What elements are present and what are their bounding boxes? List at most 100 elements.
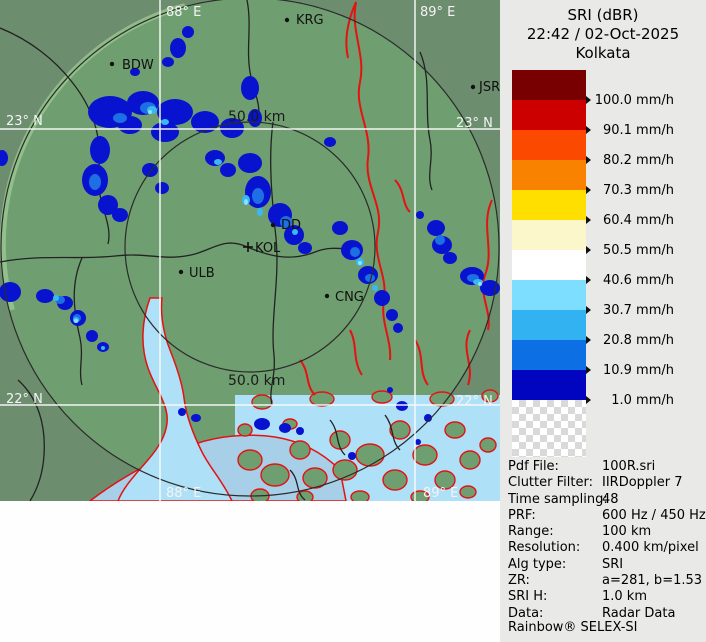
info-row: Alg type: SRI xyxy=(508,557,700,573)
legend-value: 80.2 mm/h xyxy=(602,152,674,168)
city-dot-ulb xyxy=(178,269,184,275)
ring-labels: 50.0 km 50.0 km xyxy=(228,109,285,389)
legend-arrow-icon xyxy=(586,396,591,404)
legend-value: 30.7 mm/h xyxy=(602,302,674,318)
city-dot-cng xyxy=(324,293,330,299)
grid-labels: 88° E 89° E 88° E 89° E 23° N 23° N 22° … xyxy=(6,5,493,501)
label-lat-23-left: 23° N xyxy=(6,114,43,129)
city-label-kol: KOL xyxy=(255,241,281,256)
legend-row: 20.8 mm/h xyxy=(586,332,674,348)
info-value: 100R.sri xyxy=(602,459,656,474)
info-row: Resolution: 0.400 km/pixel xyxy=(508,540,700,556)
info-label: Alg type: xyxy=(508,556,567,572)
info-label: SRI H: xyxy=(508,589,548,605)
legend-arrow-icon xyxy=(586,96,591,104)
legend-band xyxy=(512,160,586,190)
info-label: Data: xyxy=(508,605,544,621)
city-label-cng: CNG xyxy=(335,290,364,305)
legend-row: 60.4 mm/h xyxy=(586,212,674,228)
legend-arrow-icon xyxy=(586,336,591,344)
info-row: Range: 100 km xyxy=(508,524,700,540)
legend-colorbar xyxy=(512,70,586,400)
legend-band xyxy=(512,280,586,310)
legend-band xyxy=(512,190,586,220)
label-ring-50km-top: 50.0 km xyxy=(228,109,285,125)
city-dot-bdw xyxy=(109,61,115,67)
city-label-krg: KRG xyxy=(296,13,324,28)
software-brand: Rainbow® SELEX-SI xyxy=(508,620,638,635)
range-ring-100km xyxy=(0,0,500,497)
range-ring-50km xyxy=(124,121,376,373)
info-label: Resolution: xyxy=(508,540,581,556)
info-row: Data: Radar Data xyxy=(508,606,700,622)
legend-value: 20.8 mm/h xyxy=(602,332,674,348)
legend-arrow-icon xyxy=(586,246,591,254)
info-row: PRF: 600 Hz / 450 Hz xyxy=(508,507,706,524)
legend-arrow-icon xyxy=(586,186,591,194)
legend-band xyxy=(512,70,586,100)
info-label: Clutter Filter: xyxy=(508,475,593,491)
info-row: Clutter Filter: IIRDoppler 7 xyxy=(508,475,700,491)
legend-value: 50.5 mm/h xyxy=(602,242,674,258)
city-label-ulb: ULB xyxy=(189,266,215,281)
city-label-jsr: JSR xyxy=(478,80,500,95)
radar-site-cross xyxy=(243,242,253,252)
scan-info-list: Pdf File: 100R.sri Clutter Filter: IIRDopp… xyxy=(508,459,706,622)
label-lat-22-left: 22° N xyxy=(6,392,43,407)
info-label: PRF: xyxy=(508,507,536,523)
info-panel: SRI (dBR) 22:42 / 02-Oct-2025 Kolkata 10… xyxy=(500,0,706,642)
city-dot-krg xyxy=(284,17,290,23)
scan-datetime: 22:42 / 02-Oct-2025 xyxy=(526,25,680,43)
city-markers xyxy=(109,17,476,299)
legend-band xyxy=(512,310,586,340)
label-lon-89-top: 89° E xyxy=(420,5,455,20)
info-value: 100 km xyxy=(602,524,652,540)
map-bottom-margin xyxy=(0,501,500,642)
legend-value: 40.6 mm/h xyxy=(602,272,674,288)
legend-arrow-icon xyxy=(586,276,591,284)
label-lat-22-right: 22° N xyxy=(456,394,493,409)
label-lon-88-top: 88° E xyxy=(166,5,201,20)
legend-row: 90.1 mm/h xyxy=(586,122,674,138)
legend-arrow-icon xyxy=(586,126,591,134)
city-label-bdw: BDW xyxy=(122,58,154,73)
info-row: Pdf File: 100R.sri xyxy=(508,459,700,475)
info-row: Time sampling: 48 xyxy=(508,492,700,508)
city-dot-jsr xyxy=(470,84,476,90)
info-value: 600 Hz / 450 Hz xyxy=(602,507,706,523)
legend-row: 80.2 mm/h xyxy=(586,152,674,168)
info-value: Radar Data xyxy=(602,605,676,621)
legend-band xyxy=(512,130,586,160)
legend-value: 90.1 mm/h xyxy=(602,122,674,138)
city-label-dd: DD xyxy=(281,218,301,233)
info-label: Pdf File: xyxy=(508,459,559,474)
label-lat-23-right: 23° N xyxy=(456,116,493,131)
legend-row: 100.0 mm/h xyxy=(586,92,674,108)
info-row: SRI H: 1.0 km xyxy=(508,589,700,605)
legend-transparent-band xyxy=(512,400,586,457)
radar-map: 88° E 89° E 88° E 89° E 23° N 23° N 22° … xyxy=(0,0,500,501)
legend-row: 10.9 mm/h xyxy=(586,362,674,378)
info-value: SRI xyxy=(602,556,624,572)
legend-row: 30.7 mm/h xyxy=(586,302,674,318)
legend-arrow-icon xyxy=(586,156,591,164)
station-name: Kolkata xyxy=(575,44,631,62)
product-title: SRI (dBR) xyxy=(567,6,639,24)
info-value: 1.0 km xyxy=(602,589,647,605)
info-value: IIRDoppler 7 xyxy=(602,475,683,491)
legend-value: 60.4 mm/h xyxy=(602,212,674,228)
legend-band xyxy=(512,100,586,130)
legend-band xyxy=(512,250,586,280)
legend-value: 10.9 mm/h xyxy=(602,362,674,378)
city-dot-dd xyxy=(270,222,276,228)
city-labels: BDW KRG JSR DD KOL ULB CNG xyxy=(122,13,500,305)
legend-arrow-icon xyxy=(586,366,591,374)
radar-map-area: 88° E 89° E 88° E 89° E 23° N 23° N 22° … xyxy=(0,0,500,642)
info-value: a=281, b=1.53 xyxy=(602,573,703,589)
label-ring-50km-bottom: 50.0 km xyxy=(228,373,285,389)
legend-row: 50.5 mm/h xyxy=(586,242,674,258)
legend-band xyxy=(512,370,586,400)
river-hooghly xyxy=(117,297,233,501)
latlon-grid xyxy=(0,0,500,501)
info-value: 0.400 km/pixel xyxy=(602,540,699,556)
